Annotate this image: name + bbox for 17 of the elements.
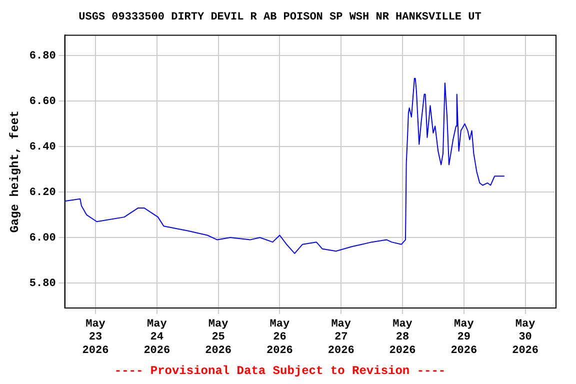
x-tick-label: May 30 2026 bbox=[512, 318, 539, 357]
x-tick-label: May 28 2026 bbox=[389, 318, 416, 357]
x-tick-label: May 23 2026 bbox=[82, 318, 109, 357]
x-tick-label: May 24 2026 bbox=[144, 318, 170, 357]
x-tick-label: May 26 2026 bbox=[266, 318, 293, 357]
x-tick-label: May 29 2026 bbox=[450, 318, 478, 357]
y-tick-label: 6.20 bbox=[29, 186, 56, 199]
y-tick-label: 6.80 bbox=[29, 50, 56, 62]
y-tick-label: 6.00 bbox=[29, 232, 56, 244]
y-tick-label: 6.40 bbox=[29, 141, 56, 154]
y-axis-title: Gage height, feet bbox=[8, 110, 22, 233]
text: ---- Provisional Data Subject to Revision ---- bbox=[114, 364, 446, 378]
y-tick-label: 6.60 bbox=[29, 96, 56, 108]
y-tick-label: 5.80 bbox=[29, 278, 56, 290]
x-tick-label: May 25 2026 bbox=[205, 318, 232, 357]
chart-title: USGS 09333500 DIRTY DEVIL R AB POISON SP WSH NR HANKSVILLE UT bbox=[78, 11, 482, 24]
x-tick-label: May 27 2026 bbox=[328, 318, 354, 357]
